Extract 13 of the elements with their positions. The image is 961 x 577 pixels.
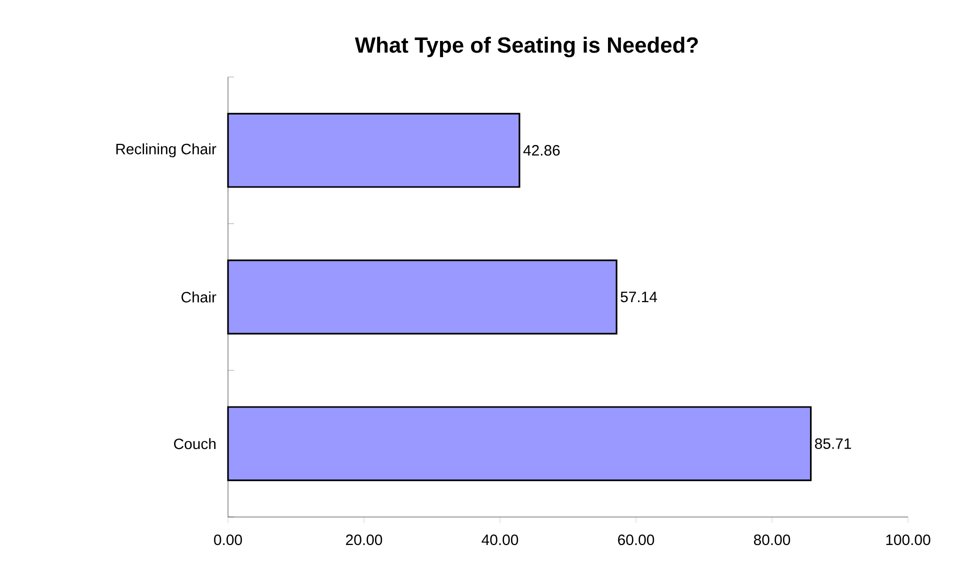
x-tick-label: 0.00: [214, 534, 242, 546]
x-tick-label: 20.00: [346, 534, 382, 546]
data-label: 42.86: [523, 145, 560, 156]
x-tick-label: 40.00: [482, 534, 518, 546]
x-tick-label: 100.00: [886, 534, 930, 546]
chart-title: What Type of Seating is Needed?: [354, 36, 698, 58]
y-tick-label: Reclining Chair: [116, 143, 216, 158]
y-tick-label: Chair: [182, 292, 216, 302]
x-tick-label: 80.00: [754, 534, 790, 546]
y-tick-label: Couch: [174, 438, 216, 450]
data-label: 85.71: [815, 438, 852, 449]
x-tick-label: 60.00: [618, 534, 654, 546]
data-label: 57.14: [620, 292, 658, 302]
